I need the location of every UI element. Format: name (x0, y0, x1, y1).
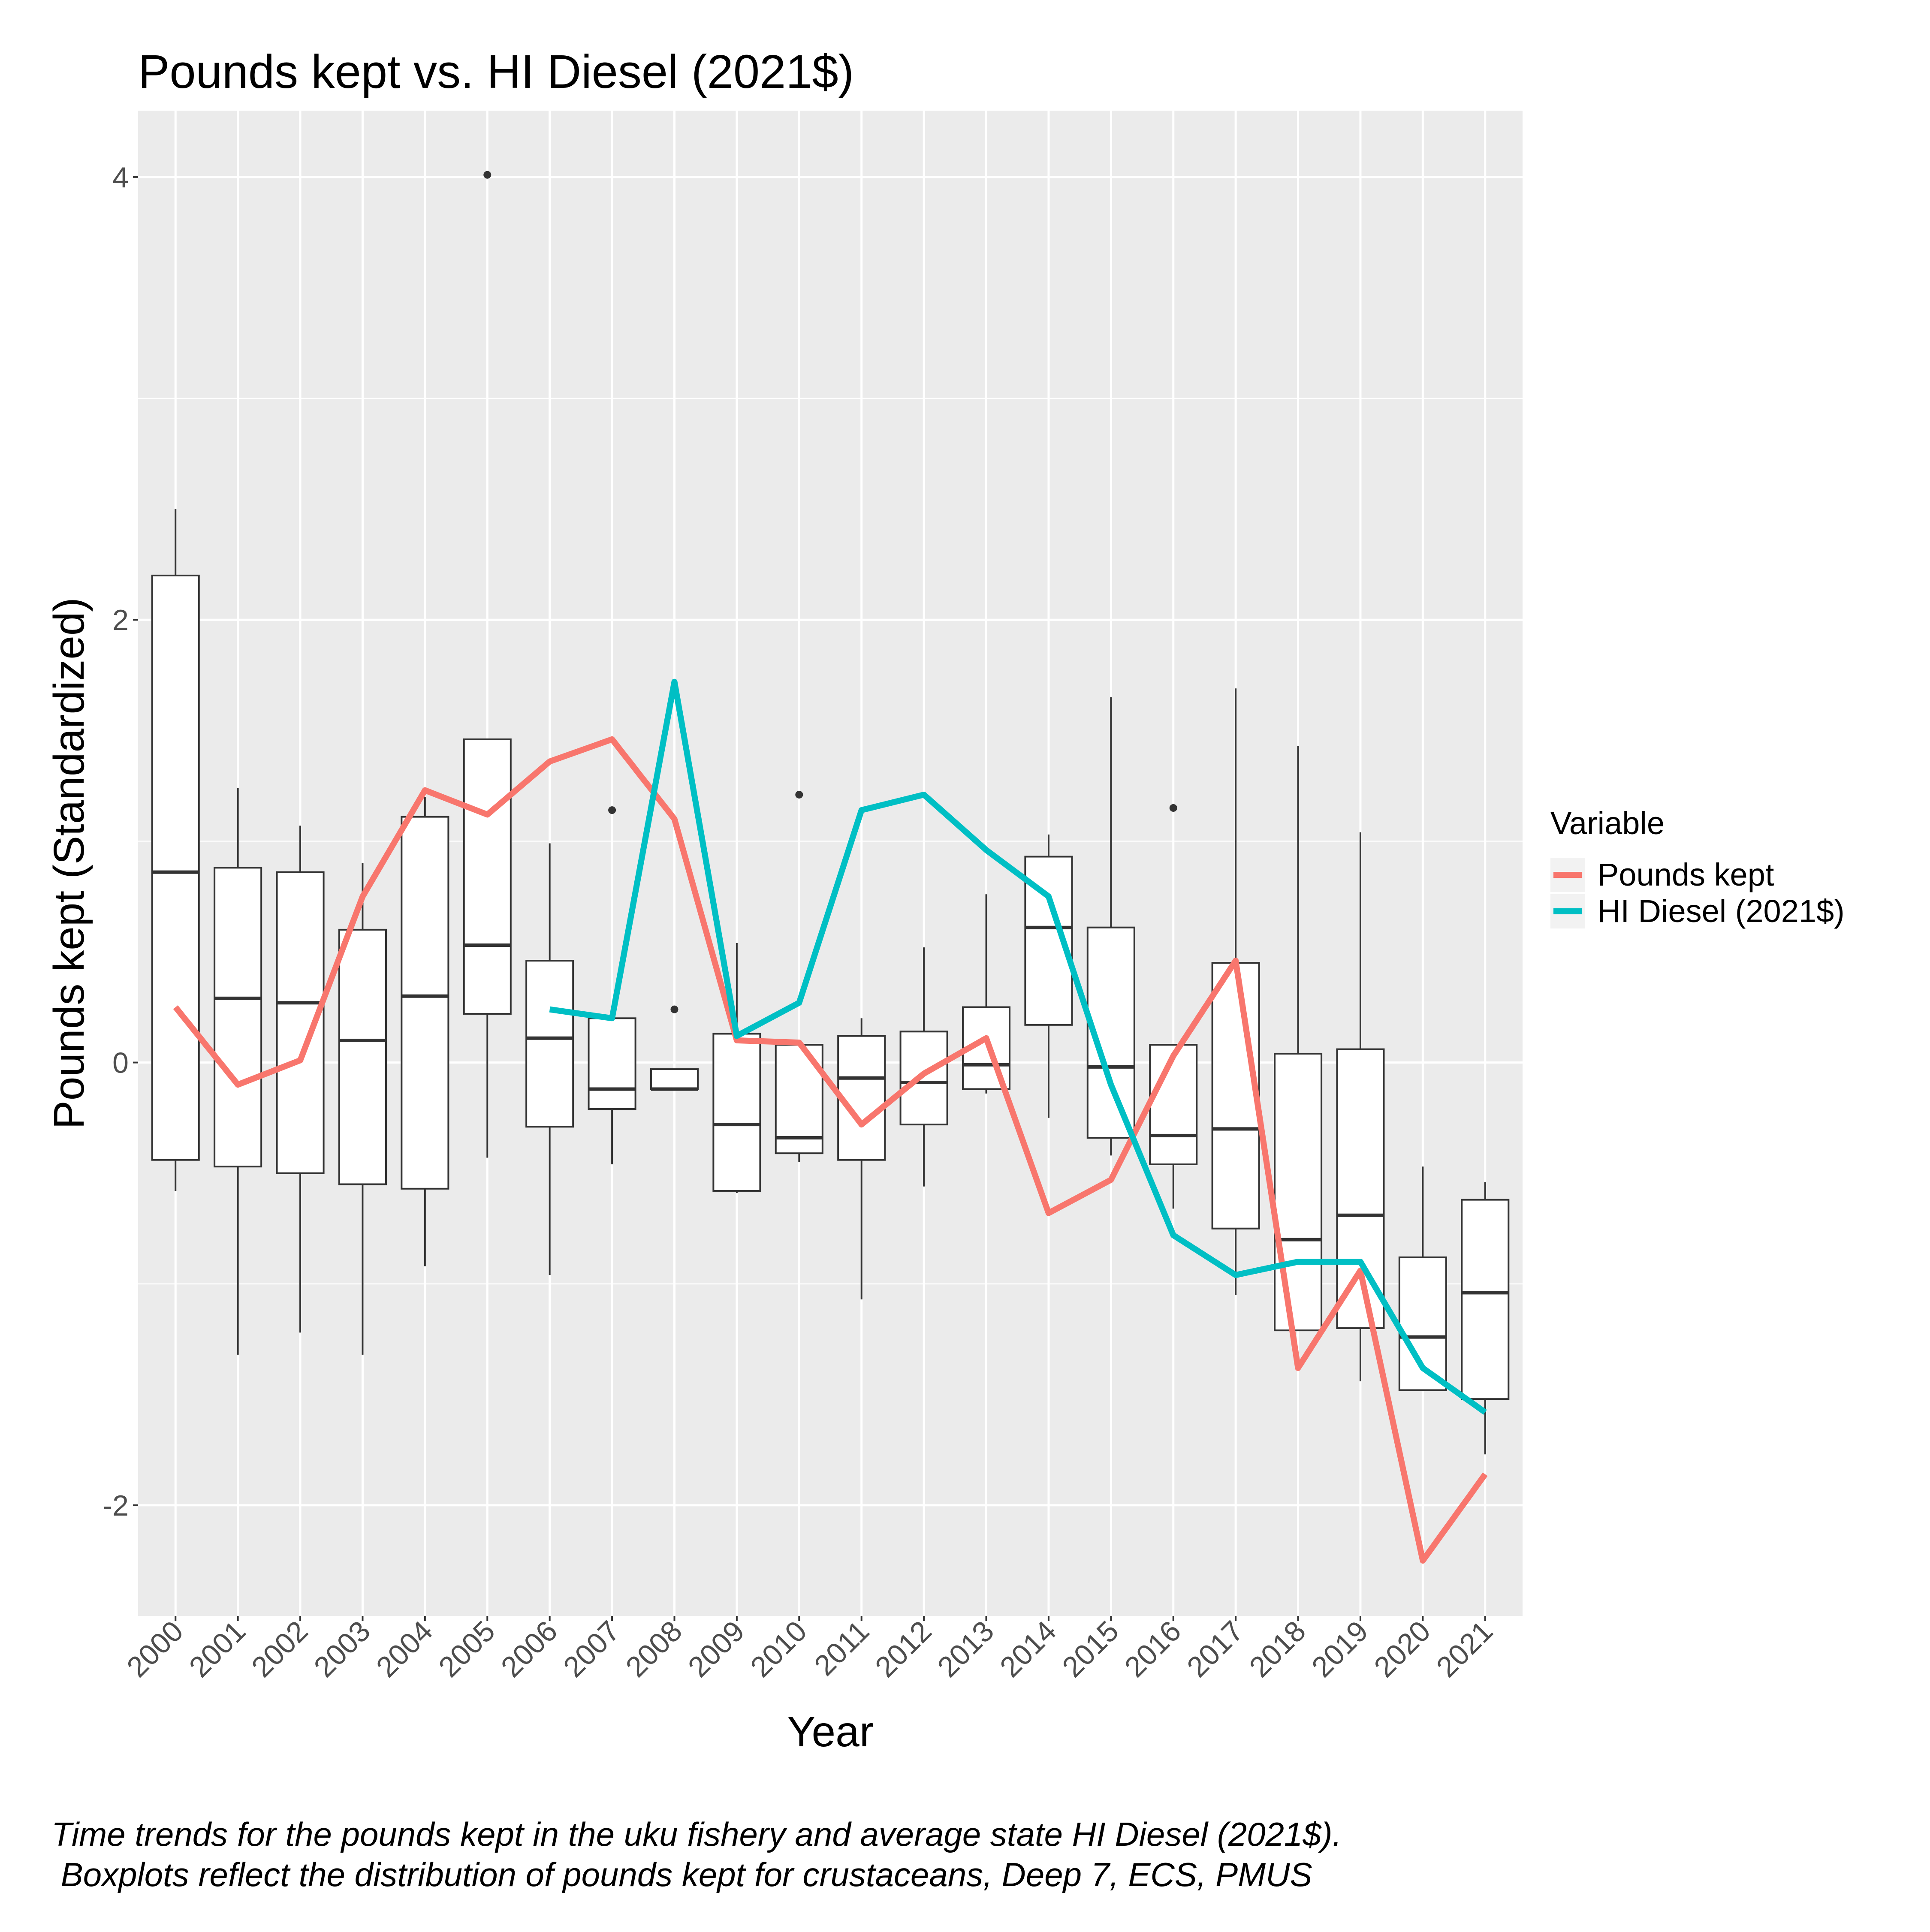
x-tick-label: 2015 (1056, 1615, 1125, 1684)
box (151, 574, 200, 1161)
y-axis-title: Pounds kept (Standardized) (45, 597, 93, 1129)
outlier-point (670, 1005, 679, 1013)
boxplot-2016 (1149, 804, 1198, 1209)
legend-label: Pounds kept (1598, 857, 1774, 892)
plot-panel (138, 111, 1523, 1616)
box (463, 738, 512, 1015)
box (1274, 1052, 1323, 1332)
box (899, 1031, 948, 1126)
x-tick-label: 2001 (183, 1615, 252, 1684)
line-hi-diesel-2021 (549, 678, 1487, 1415)
boxplot-2007 (588, 806, 636, 1164)
boxplot-2005 (463, 171, 512, 1158)
x-tick-label: 2018 (1243, 1615, 1312, 1684)
x-tick-label: 2002 (245, 1615, 314, 1684)
outlier-point (1169, 804, 1177, 812)
box (712, 1033, 761, 1192)
box (837, 1035, 886, 1161)
legend-item: HI Diesel (2021$) (1550, 893, 1845, 929)
x-tick-label: 2006 (495, 1615, 564, 1684)
x-tick-label: 2003 (308, 1615, 377, 1684)
x-tick-label: 2014 (994, 1615, 1063, 1684)
box (588, 1017, 636, 1110)
box (1149, 1044, 1198, 1165)
boxplot-2008 (650, 1005, 699, 1091)
outlier-point (483, 171, 492, 179)
series-lines (173, 678, 1488, 1564)
box (525, 960, 574, 1128)
chart-title: Pounds kept vs. HI Diesel (2021$) (138, 45, 854, 98)
x-tick-label: 2013 (931, 1615, 1000, 1684)
x-tick-label: 2016 (1119, 1615, 1188, 1684)
x-tick-label: 2000 (121, 1615, 190, 1684)
box (650, 1068, 699, 1090)
x-tick-label: 2005 (432, 1615, 501, 1684)
boxplot-2004 (401, 797, 449, 1266)
boxplot-2012 (899, 947, 948, 1187)
outlier-point (795, 790, 803, 799)
box (1211, 962, 1260, 1230)
box (214, 867, 262, 1168)
x-tick-label: 2017 (1181, 1615, 1250, 1684)
legend-label: HI Diesel (2021$) (1598, 893, 1845, 929)
x-tick-label: 2008 (619, 1615, 688, 1684)
caption-line-2: Boxplots reflect the distribution of pou… (51, 1856, 1312, 1893)
x-tick-label: 2019 (1306, 1615, 1375, 1684)
boxplot-2011 (837, 1018, 886, 1299)
x-tick-label: 2011 (808, 1615, 875, 1682)
box (401, 816, 449, 1190)
legend-item: Pounds kept (1550, 857, 1774, 892)
y-tick-label: -2 (103, 1489, 129, 1522)
line-pounds-kept (173, 736, 1488, 1564)
x-axis-title: Year (787, 1708, 874, 1756)
caption: Time trends for the pounds kept in the u… (51, 1814, 1896, 1895)
x-tick-label: 2020 (1368, 1615, 1437, 1684)
x-tick-label: 2021 (1430, 1615, 1499, 1684)
boxplot-2000 (151, 509, 200, 1191)
boxplot-2003 (338, 863, 387, 1355)
x-tick-label: 2004 (370, 1615, 439, 1684)
box (1461, 1199, 1510, 1400)
x-tick-label: 2012 (869, 1615, 938, 1684)
boxplot-2006 (525, 843, 574, 1275)
box (338, 928, 387, 1185)
boxplot-2009 (712, 943, 761, 1194)
y-tick-label: 0 (112, 1047, 129, 1079)
outlier-point (608, 806, 616, 814)
x-tick-label: 2009 (682, 1615, 751, 1684)
x-tick-label: 2007 (557, 1615, 626, 1684)
legend-title: Variable (1550, 805, 1665, 841)
boxplot-2021 (1461, 1182, 1510, 1455)
caption-line-1: Time trends for the pounds kept in the u… (51, 1815, 1342, 1853)
y-tick-label: 2 (112, 604, 129, 636)
x-tick-label: 2010 (744, 1615, 813, 1684)
boxplot-2001 (214, 788, 262, 1355)
y-tick-label: 4 (112, 161, 129, 194)
